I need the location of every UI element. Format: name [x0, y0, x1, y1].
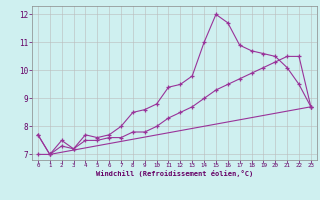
X-axis label: Windchill (Refroidissement éolien,°C): Windchill (Refroidissement éolien,°C)	[96, 170, 253, 177]
